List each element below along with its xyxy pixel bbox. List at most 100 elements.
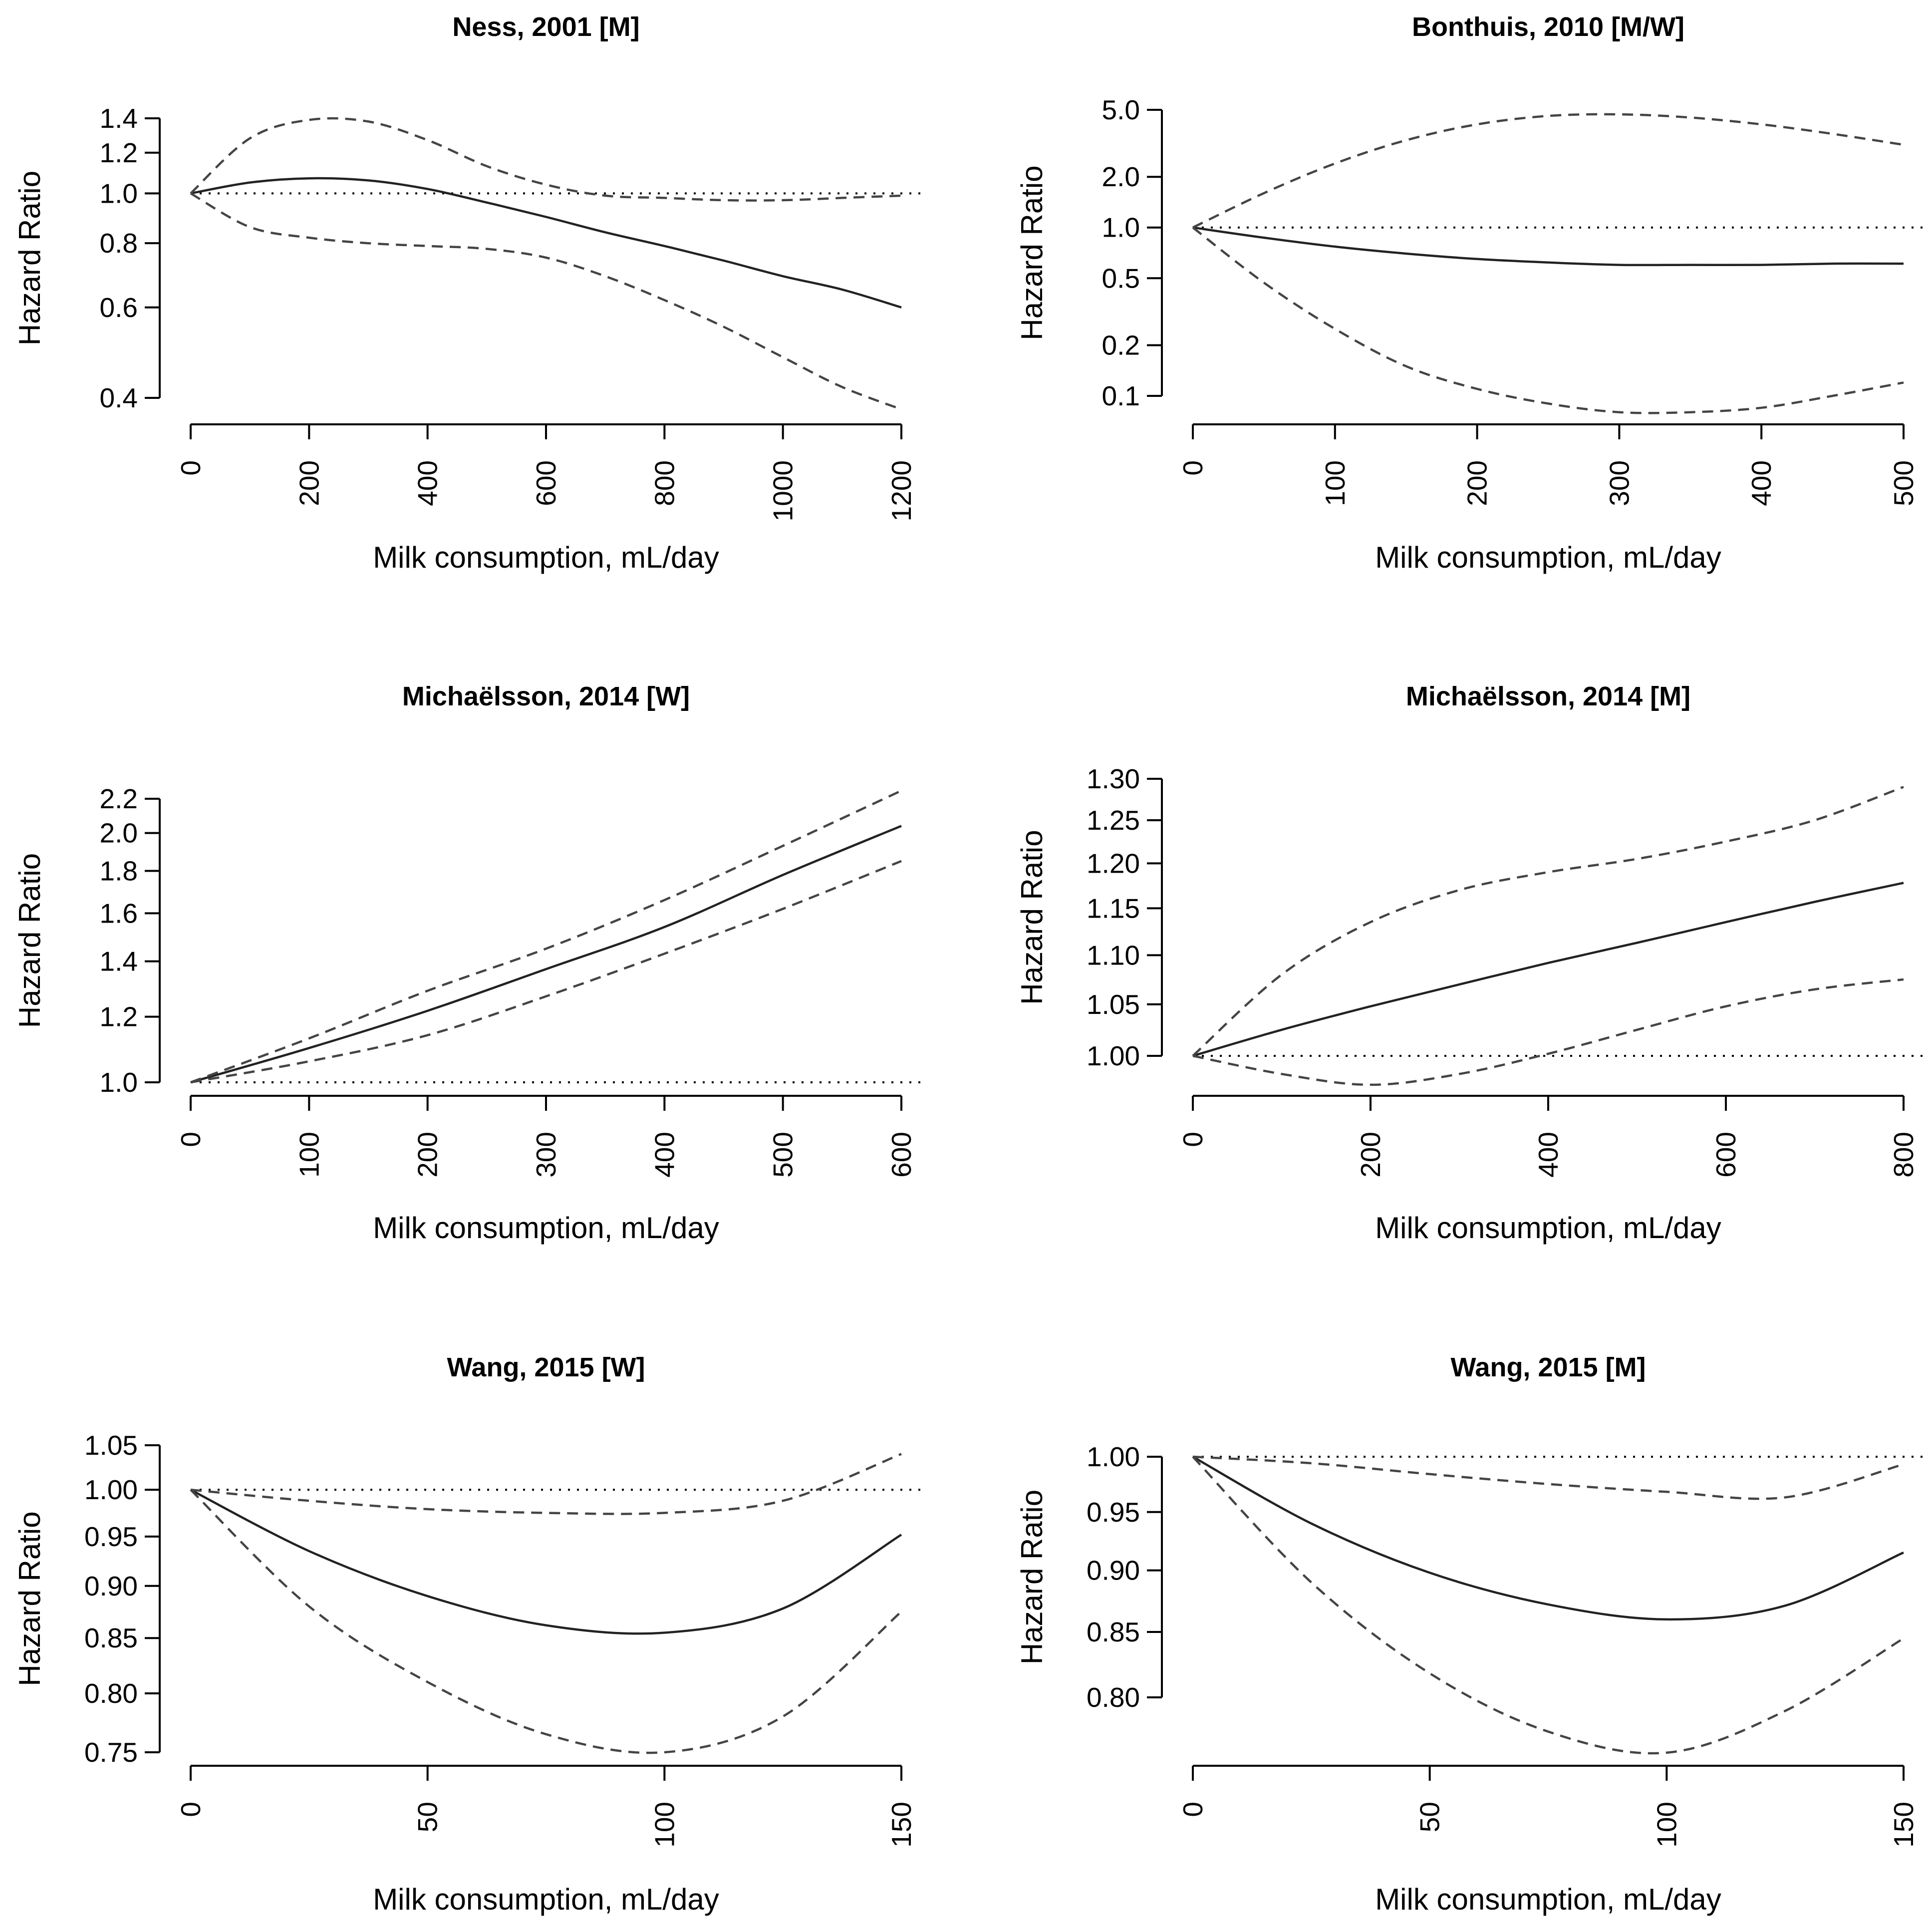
x-tick-label: 800 [649, 460, 680, 506]
y-axis-label: Hazard Ratio [13, 1511, 46, 1686]
y-tick-label: 1.30 [1087, 763, 1140, 794]
y-tick-label: 0.6 [100, 292, 138, 323]
y-tick-label: 1.05 [1087, 989, 1140, 1020]
x-tick-label: 0 [1177, 1132, 1208, 1147]
y-tick-label: 1.15 [1087, 893, 1140, 924]
y-axis-label: Hazard Ratio [13, 853, 46, 1028]
lower-ci-line [190, 1489, 902, 1754]
chart-title: Michaëlsson, 2014 [W] [402, 681, 690, 711]
y-tick-label: 0.95 [1087, 1497, 1140, 1528]
y-tick-label: 2.0 [1102, 161, 1140, 192]
y-tick-label: 1.2 [100, 1001, 138, 1032]
y-axis-label: Hazard Ratio [1015, 1490, 1049, 1664]
y-tick-label: 0.85 [1087, 1616, 1140, 1647]
x-tick-label: 100 [649, 1802, 680, 1848]
y-tick-label: 1.0 [1102, 212, 1140, 243]
x-tick-label: 600 [886, 1132, 917, 1178]
chart-title: Wang, 2015 [W] [447, 1352, 645, 1382]
y-tick-label: 1.0 [100, 1067, 138, 1098]
x-tick-label: 150 [1888, 1802, 1919, 1848]
x-tick-label: 400 [1746, 460, 1777, 506]
x-tick-label: 0 [1177, 460, 1208, 476]
y-tick-label: 0.1 [1102, 380, 1140, 411]
chart-panel-4: Michaëlsson, 2014 [M] 1.00 1.05 1.10 1.15 1.2… [1015, 681, 1930, 1245]
y-axis-label: Hazard Ratio [1015, 165, 1049, 340]
y-tick-label: 1.00 [84, 1474, 138, 1505]
lower-ci-line [190, 860, 902, 1084]
y-tick-label: 1.6 [100, 898, 138, 929]
chart-title: Michaëlsson, 2014 [M] [1406, 681, 1690, 711]
x-tick-label: 200 [1355, 1132, 1386, 1178]
chart-panel-3: Michaëlsson, 2014 [W] 1.0 1.2 1.4 1.6 1.8 2.0 2… [13, 681, 927, 1245]
x-tick-label: 500 [768, 1132, 799, 1178]
x-axis-label: Milk consumption, mL/day [373, 1211, 719, 1245]
y-tick-label: 1.05 [84, 1430, 138, 1461]
x-tick-label: 0 [1177, 1802, 1208, 1817]
x-tick-label: 800 [1888, 1132, 1919, 1178]
upper-ci-line [190, 1453, 902, 1515]
x-tick-label: 300 [1604, 460, 1635, 506]
y-tick-label: 0.80 [84, 1678, 138, 1709]
x-tick-label: 200 [293, 460, 324, 506]
lower-ci-line [190, 192, 902, 411]
x-axis-label: Milk consumption, mL/day [373, 1883, 719, 1916]
y-tick-label: 1.0 [100, 178, 138, 209]
x-tick-label: 50 [412, 1802, 443, 1832]
x-tick-label: 150 [886, 1802, 917, 1848]
y-tick-label: 1.8 [100, 856, 138, 887]
y-tick-label: 1.00 [1087, 1441, 1140, 1472]
x-tick-label: 600 [1710, 1132, 1741, 1178]
x-tick-label: 100 [1651, 1802, 1682, 1848]
x-tick-label: 400 [412, 460, 443, 506]
x-tick-label: 500 [1888, 460, 1919, 506]
y-tick-label: 0.8 [100, 228, 138, 259]
y-tick-label: 2.2 [100, 783, 138, 814]
x-tick-label: 100 [293, 1132, 324, 1178]
y-tick-label: 1.2 [100, 137, 138, 168]
y-tick-label: 1.4 [100, 103, 138, 134]
x-tick-label: 1000 [768, 460, 799, 521]
x-tick-label: 600 [531, 460, 561, 506]
upper-ci-line [190, 117, 902, 202]
x-tick-label: 400 [1533, 1132, 1564, 1178]
lower-ci-line [1192, 978, 1904, 1086]
y-tick-label: 1.4 [100, 946, 138, 977]
y-tick-label: 0.90 [1087, 1555, 1140, 1586]
upper-ci-line [1192, 1455, 1904, 1500]
chart-panel-2: Bonthuis, 2010 [M/W] 0.1 0.2 0.5 1.0 2.0 5.0 0 1… [1015, 12, 1930, 574]
upper-ci-line [190, 789, 902, 1084]
y-tick-label: 0.4 [100, 382, 138, 413]
y-tick-label: 1.00 [1087, 1040, 1140, 1071]
y-tick-label: 0.85 [84, 1622, 138, 1653]
x-tick-label: 0 [175, 1132, 206, 1147]
upper-ci-line [1192, 786, 1904, 1057]
y-tick-label: 1.20 [1087, 848, 1140, 879]
y-tick-label: 2.0 [100, 818, 138, 849]
estimate-line [190, 177, 902, 309]
x-tick-label: 200 [412, 1132, 443, 1178]
estimate-line [190, 1489, 902, 1635]
x-tick-label: 0 [175, 460, 206, 476]
lower-ci-line [1192, 1456, 1905, 1755]
y-tick-label: 0.75 [84, 1737, 138, 1768]
chart-title: Bonthuis, 2010 [M/W] [1412, 12, 1684, 42]
x-axis-label: Milk consumption, mL/day [1375, 1211, 1721, 1245]
y-tick-label: 1.10 [1087, 940, 1140, 970]
lower-ci-line [1192, 226, 1904, 414]
y-tick-label: 0.5 [1102, 263, 1140, 294]
estimate-line [1192, 882, 1904, 1057]
y-axis-label: Hazard Ratio [1015, 830, 1049, 1004]
x-tick-label: 50 [1414, 1802, 1445, 1832]
x-tick-label: 300 [531, 1132, 561, 1178]
upper-ci-line [1192, 113, 1904, 229]
y-tick-label: 0.2 [1102, 329, 1140, 360]
x-tick-label: 1200 [886, 460, 917, 521]
estimate-line [1192, 226, 1904, 267]
x-axis-label: Milk consumption, mL/day [1375, 1883, 1721, 1916]
x-axis-label: Milk consumption, mL/day [373, 541, 719, 574]
x-axis-label: Milk consumption, mL/day [1375, 541, 1721, 574]
x-tick-label: 400 [649, 1132, 680, 1178]
chart-panel-1: Ness, 2001 [M] 0.4 0.6 0.8 1.0 1.21.4 0 200 400 6… [13, 12, 927, 574]
chart-title: Ness, 2001 [M] [452, 12, 639, 42]
